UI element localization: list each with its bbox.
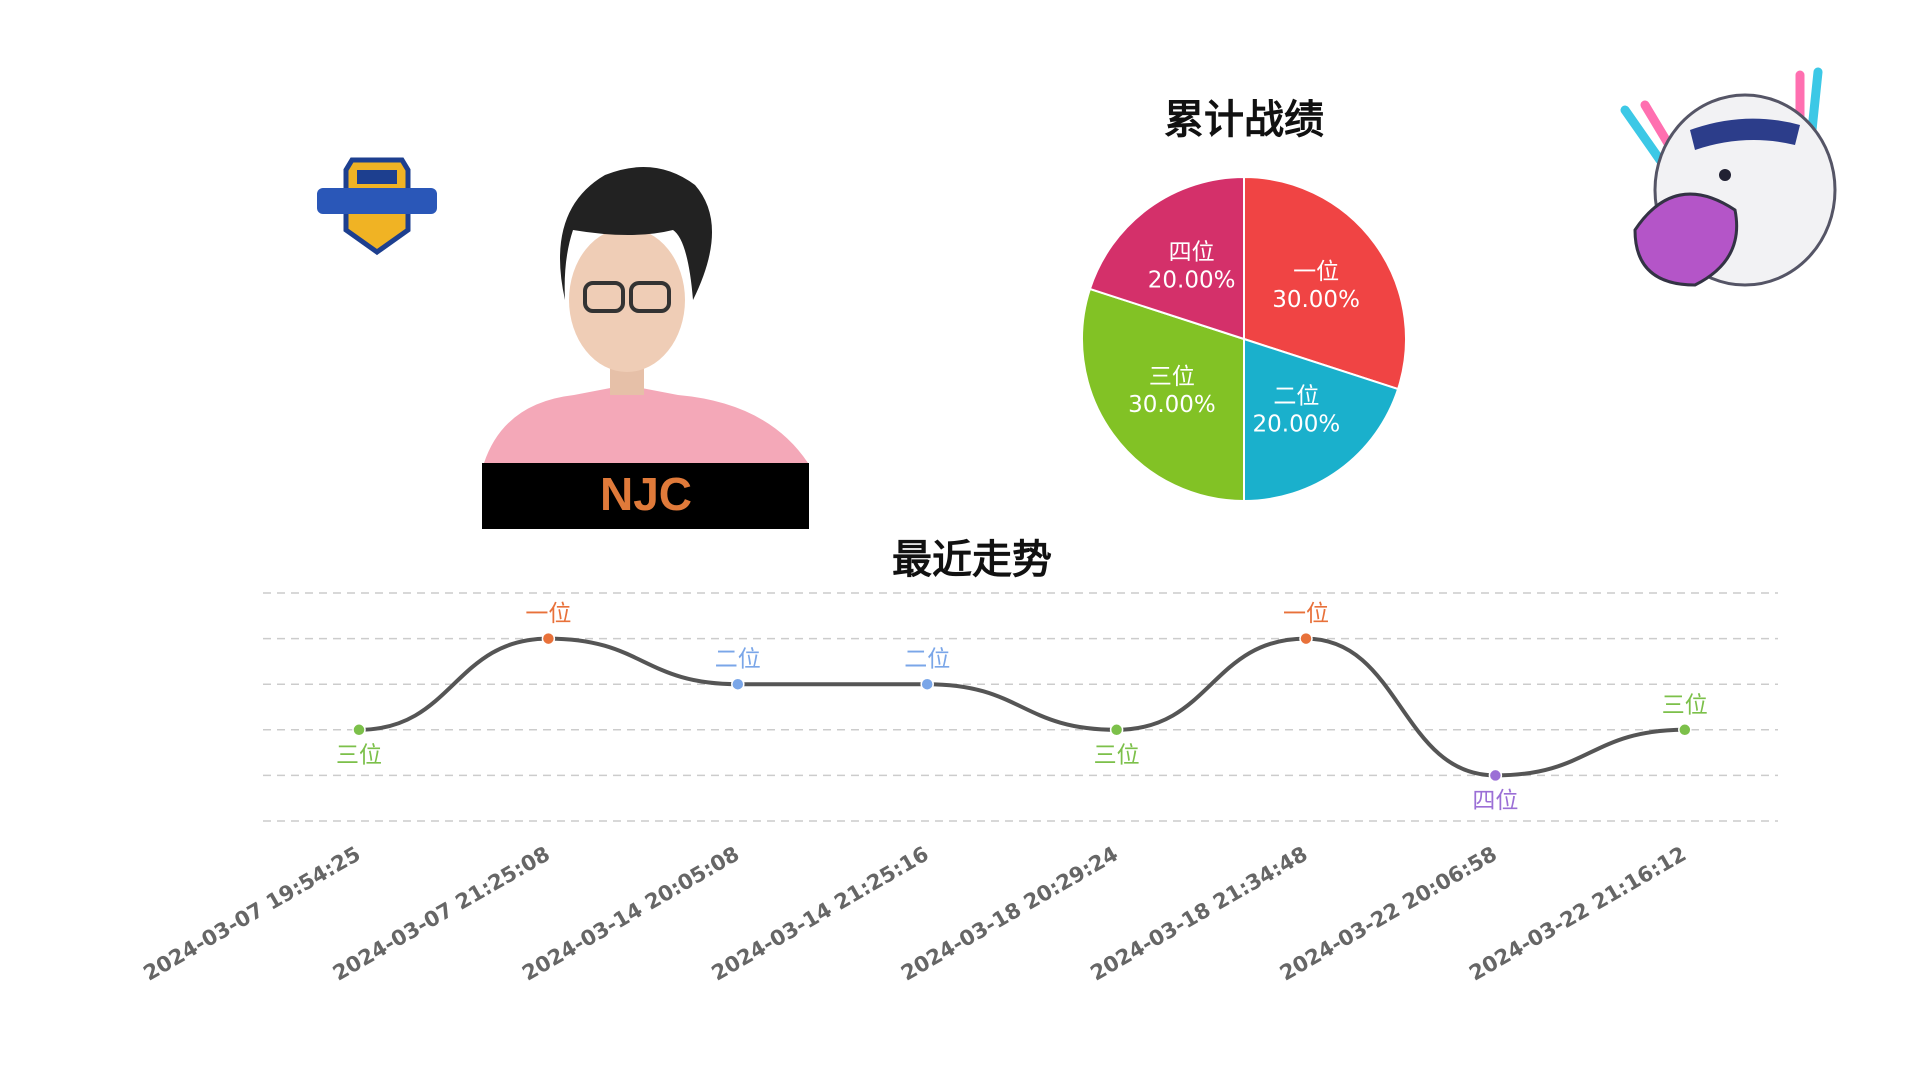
trend-point xyxy=(1678,723,1692,737)
trend-point xyxy=(1109,723,1124,737)
player-photo: NJC xyxy=(482,167,809,529)
pie-value-label: 20.00% xyxy=(1148,267,1236,293)
pie-category-label: 一位 xyxy=(1293,259,1339,285)
point-label: 一位 xyxy=(1283,601,1329,627)
pie-slice xyxy=(1081,287,1245,503)
point-label: 一位 xyxy=(525,601,571,627)
point-label: 三位 xyxy=(1094,742,1140,768)
point-label: 二位 xyxy=(904,647,950,673)
trend-point xyxy=(541,631,556,646)
point-label: 三位 xyxy=(336,742,382,768)
pie-value-label: 20.00% xyxy=(1253,412,1341,438)
pie-slice xyxy=(1088,175,1245,341)
trend-point xyxy=(731,677,745,691)
mascot xyxy=(1620,67,1837,287)
point-label: 四位 xyxy=(1472,788,1518,814)
point-label: 二位 xyxy=(715,647,761,673)
player-name: NJC xyxy=(600,468,692,520)
pie-category-label: 三位 xyxy=(1149,364,1195,390)
trend-point xyxy=(1299,631,1313,646)
chart-title: 最近走势 xyxy=(892,537,1052,583)
pie-value-label: 30.00% xyxy=(1128,392,1216,418)
pie-category-label: 四位 xyxy=(1169,239,1215,265)
pie-value-label: 30.00% xyxy=(1272,287,1360,313)
point-label: 三位 xyxy=(1662,692,1708,718)
pie-category-label: 二位 xyxy=(1273,384,1319,410)
chart-title: 累计战绩 xyxy=(1164,97,1324,143)
league-logo xyxy=(317,157,437,256)
pie-slice xyxy=(1243,337,1400,503)
trend-point xyxy=(1488,768,1503,783)
pie-slice xyxy=(1243,175,1407,391)
trend-line xyxy=(358,636,1685,778)
trend-point xyxy=(920,677,934,691)
trend-point xyxy=(352,723,366,737)
